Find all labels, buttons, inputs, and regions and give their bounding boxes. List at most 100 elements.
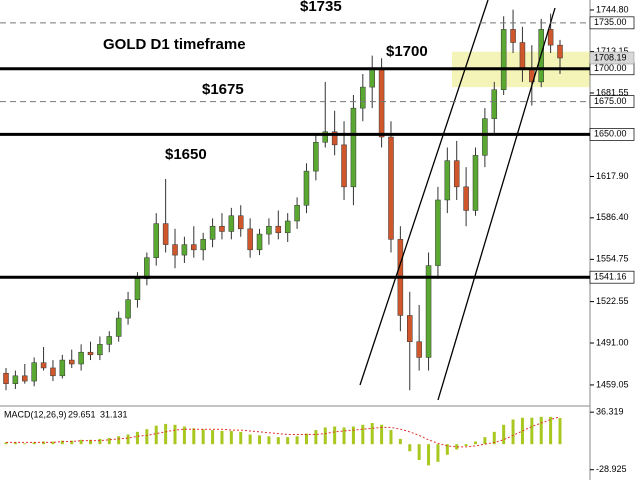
macd-bar	[389, 430, 393, 445]
macd-bar	[445, 444, 449, 455]
macd-bar	[248, 434, 252, 445]
channel-line	[437, 7, 556, 401]
macd-bar	[342, 427, 346, 445]
macd-bar	[314, 430, 318, 445]
candle-body	[500, 29, 507, 91]
macd-bar	[98, 438, 102, 445]
level-label-box	[589, 95, 635, 108]
candle-body	[360, 86, 366, 109]
candle-body	[313, 141, 319, 172]
macd-bar	[558, 418, 562, 445]
candle-body	[331, 131, 338, 146]
macd-bar	[70, 440, 74, 445]
macd-bar	[89, 439, 93, 445]
annotation: $1735	[300, 0, 342, 15]
level-label: 1650.00	[594, 129, 627, 139]
candle-body	[482, 118, 488, 156]
macd-bar	[295, 436, 299, 445]
y-tick-label: -28.925	[596, 464, 627, 474]
macd-bar	[135, 431, 139, 445]
candle-body	[510, 29, 516, 43]
candle-body	[369, 68, 375, 88]
macd-bar	[286, 437, 290, 445]
macd-bar	[398, 438, 402, 445]
macd-bar	[154, 425, 158, 445]
macd-bar	[79, 439, 83, 445]
candle-body	[78, 351, 84, 365]
candle-body	[378, 68, 385, 138]
y-tick-label: 1681.55	[596, 87, 629, 97]
macd-value: 29.651	[68, 409, 96, 419]
y-tick-label: 1491.00	[596, 337, 629, 347]
candle-body	[144, 257, 150, 279]
last-price-box	[589, 51, 635, 65]
candle-body	[266, 225, 272, 235]
level-label-box	[589, 16, 635, 30]
candle-body	[341, 144, 347, 188]
candle-body	[3, 372, 9, 384]
macd-bar	[380, 424, 384, 445]
y-tick-label: 1459.05	[596, 379, 629, 389]
candle-body	[68, 359, 75, 365]
level-label-box	[589, 270, 635, 284]
macd-bar	[408, 444, 412, 452]
candle-body	[125, 299, 131, 319]
macd-bar	[539, 416, 543, 445]
candle-body	[172, 244, 178, 256]
macd-bar	[23, 443, 27, 445]
candle-body	[256, 233, 263, 251]
macd-bar	[107, 438, 111, 445]
macd-bar	[192, 428, 196, 445]
signal-line	[6, 416, 561, 448]
level-label-box	[589, 128, 635, 141]
last-price-label: 1708.19	[594, 52, 627, 62]
candle-body	[322, 131, 329, 143]
macd-bar	[351, 426, 355, 445]
macd-bar	[436, 444, 440, 462]
candle-body	[491, 89, 498, 119]
candle-body	[87, 351, 94, 356]
annotation: $1650	[165, 146, 207, 163]
candle-body	[134, 278, 141, 300]
candle-body	[416, 341, 422, 358]
macd-bar	[229, 430, 233, 445]
candle-body	[275, 225, 282, 234]
candle-body	[557, 44, 563, 59]
candle-body	[284, 220, 291, 234]
candle-body	[303, 170, 310, 206]
candle-body	[237, 215, 244, 230]
macd-bar	[502, 424, 506, 445]
y-tick-label: 1522.55	[596, 296, 629, 306]
macd-bar	[4, 442, 8, 445]
candle-body	[228, 215, 235, 232]
candle-body	[453, 160, 460, 188]
candle-body	[519, 42, 526, 70]
macd-bar	[455, 444, 459, 450]
macd-bar	[220, 430, 224, 445]
candle-body	[547, 29, 554, 46]
macd-bar	[520, 417, 524, 445]
candle-body	[50, 367, 56, 377]
macd-bar	[173, 424, 177, 445]
candle-body	[115, 317, 122, 337]
level-label: 1735.00	[594, 17, 627, 27]
candle-body	[219, 225, 225, 232]
y-tick-label: 1617.90	[596, 171, 629, 181]
macd-bar	[417, 444, 421, 461]
macd-bar	[483, 437, 487, 445]
macd-bar	[117, 436, 121, 445]
macd-bar	[333, 426, 337, 445]
macd-bar	[201, 429, 205, 445]
candle-body	[22, 375, 28, 382]
candle-body	[350, 107, 357, 188]
annotation: $1675	[202, 81, 244, 98]
macd-bar	[427, 444, 431, 466]
y-tick-label: 36.319	[596, 407, 624, 417]
candle-body	[472, 155, 479, 211]
level-label: 1541.16	[594, 272, 627, 282]
macd-bar	[530, 417, 534, 445]
candle-body	[153, 223, 159, 258]
macd-bar	[549, 416, 553, 445]
macd-bar	[492, 431, 496, 445]
